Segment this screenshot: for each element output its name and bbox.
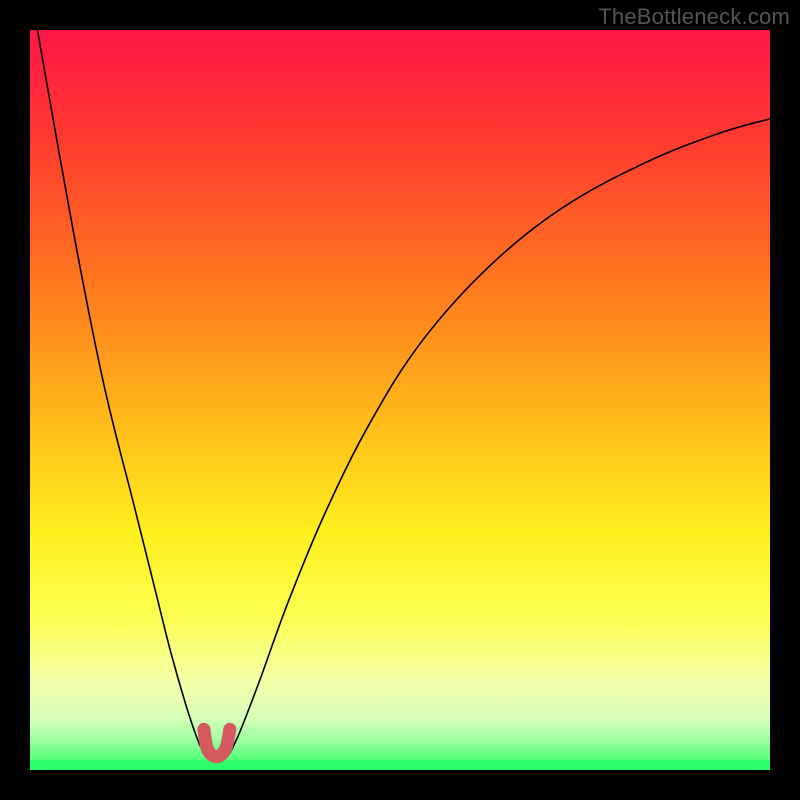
bottom-green-band [30, 760, 770, 770]
plot-background-gradient [30, 30, 770, 770]
bottleneck-curve-chart [0, 0, 800, 800]
watermark-text: TheBottleneck.com [598, 4, 790, 30]
chart-root: TheBottleneck.com [0, 0, 800, 800]
